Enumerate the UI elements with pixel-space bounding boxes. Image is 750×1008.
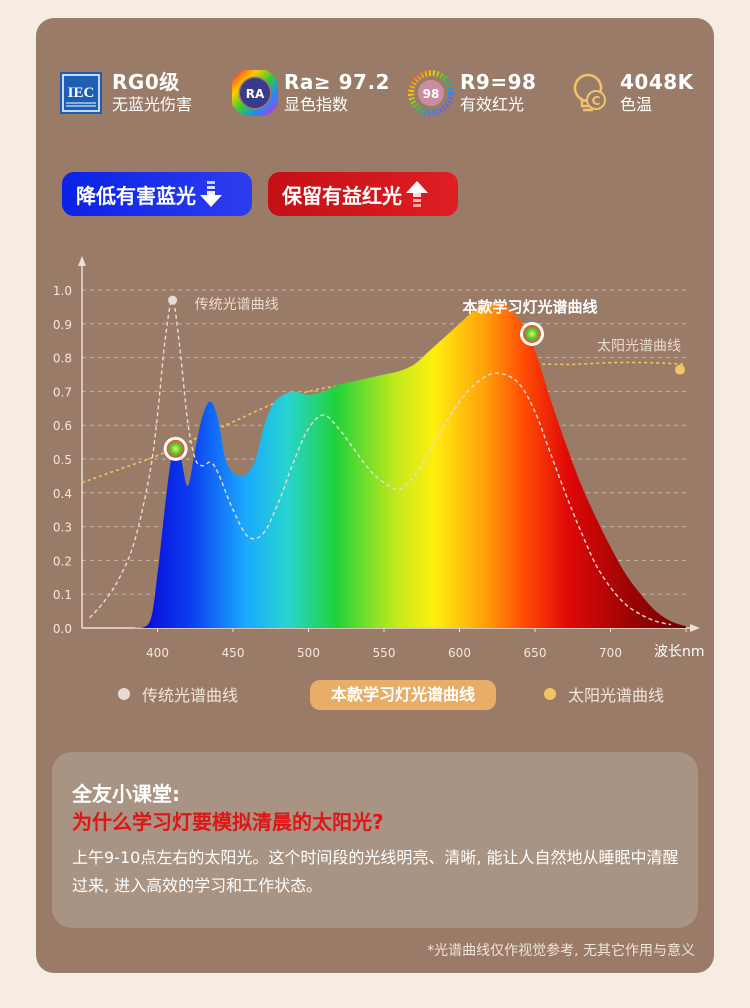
sun-curve-annotation: 太阳光谱曲线: [597, 339, 681, 355]
x-tick-label: 550: [373, 646, 396, 660]
spec-ra: RA Ra≥ 97.2 显色指数: [232, 58, 390, 128]
y-tick-label: 0.9: [53, 318, 72, 332]
x-axis-label: 波长nm: [654, 644, 705, 660]
traditional-curve-annotation: 传统光谱曲线: [195, 297, 279, 313]
iec-logo-icon: IEC: [60, 72, 102, 114]
y-tick-label: 0.8: [53, 352, 72, 366]
arrow-up-icon: [406, 181, 428, 207]
svg-text:C: C: [592, 94, 601, 108]
y-tick-label: 0.7: [53, 385, 72, 399]
svg-text:98: 98: [423, 87, 440, 101]
spec-rg0: IEC RG0级 无蓝光伤害: [60, 58, 192, 128]
y-tick-label: 0.1: [53, 588, 72, 602]
tip-question: 为什么学习灯要模拟清晨的太阳光?: [72, 810, 384, 834]
legend-sun-label: 太阳光谱曲线: [568, 686, 665, 705]
svg-text:IEC: IEC: [68, 85, 95, 101]
spec-cct-value: 4048K: [620, 70, 694, 94]
y-tick-label: 0.6: [53, 419, 72, 433]
y-tick-label: 0.3: [53, 521, 72, 535]
spec-r9-value: R9=98: [460, 70, 537, 94]
x-tick-label: 500: [297, 646, 320, 660]
lamp-curve-marker: [519, 321, 544, 346]
tip-box: 全友小课堂: 为什么学习灯要模拟清晨的太阳光? 上午9-10点左右的太阳光。这个…: [52, 752, 698, 928]
legend-sun: 太阳光谱曲线: [544, 680, 664, 708]
x-axis-arrow: [690, 624, 700, 632]
y-tick-label: 1.0: [53, 284, 72, 298]
keep-red-light-badge: 保留有益红光: [268, 172, 458, 216]
legend-lamp: 本款学习灯光谱曲线: [310, 680, 496, 710]
lamp-curve-annotation: 本款学习灯光谱曲线: [462, 298, 597, 316]
spec-ra-value: Ra≥ 97.2: [284, 70, 390, 94]
arrow-down-icon: [200, 181, 222, 207]
svg-text:RA: RA: [246, 87, 265, 101]
spec-rg0-label: 无蓝光伤害: [112, 95, 193, 114]
r9-color-ring-icon: 98: [408, 70, 454, 116]
x-tick-label: 600: [448, 646, 471, 660]
spec-rg0-value: RG0级: [112, 70, 180, 94]
spec-cct: C 4048K 色温: [568, 58, 694, 128]
ra-color-wheel-icon: RA: [232, 70, 278, 116]
lamp-curve-marker: [163, 436, 188, 461]
marker-dot: [522, 324, 541, 343]
y-tick-label: 0.2: [53, 554, 72, 568]
tip-body: 上午9-10点左右的太阳光。这个时间段的光线明亮、清晰, 能让人自然地从睡眠中清…: [72, 848, 679, 895]
lamp-spectrum-area: [134, 301, 687, 628]
x-tick-label: 450: [222, 646, 245, 660]
reduce-blue-light-badge: 降低有害蓝光: [62, 172, 252, 216]
spec-cct-label: 色温: [620, 95, 653, 114]
traditional-spectrum-line: [89, 299, 672, 626]
legend-sun-swatch: [544, 688, 556, 700]
y-axis-arrow: [78, 256, 86, 266]
y-tick-label: 0.5: [53, 453, 72, 467]
legend-traditional-swatch: [118, 688, 130, 700]
spec-r9: 98 R9=98 有效红光: [408, 58, 536, 128]
reduce-blue-light-label: 降低有害蓝光: [76, 183, 196, 208]
y-tick-label: 0.4: [53, 487, 72, 501]
legend-traditional: 传统光谱曲线: [118, 680, 238, 708]
sun-end-dot: [675, 364, 685, 375]
spec-ra-label: 显色指数: [284, 95, 349, 114]
spec-r9-label: 有效红光: [460, 95, 525, 114]
tip-title: 全友小课堂:: [72, 782, 180, 806]
bulb-icon: C: [573, 73, 606, 112]
footnote: *光谱曲线仅作视觉参考, 无其它作用与意义: [427, 943, 695, 959]
x-tick-label: 400: [146, 646, 169, 660]
marker-dot: [166, 439, 185, 458]
y-tick-label: 0.0: [53, 622, 72, 636]
keep-red-light-label: 保留有益红光: [282, 183, 402, 208]
traditional-peak-dot: [168, 295, 178, 305]
legend-traditional-label: 传统光谱曲线: [142, 686, 239, 705]
x-tick-label: 650: [524, 646, 547, 660]
x-tick-label: 700: [599, 646, 622, 660]
